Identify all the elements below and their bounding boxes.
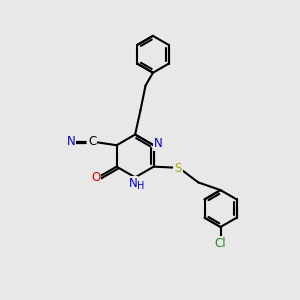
Text: Cl: Cl — [215, 237, 226, 250]
Text: C: C — [88, 135, 96, 148]
Text: S: S — [174, 162, 182, 175]
Text: N: N — [154, 137, 163, 150]
Text: O: O — [91, 171, 101, 184]
Text: N: N — [66, 135, 75, 148]
Text: H: H — [137, 181, 144, 191]
Text: N: N — [128, 177, 137, 190]
